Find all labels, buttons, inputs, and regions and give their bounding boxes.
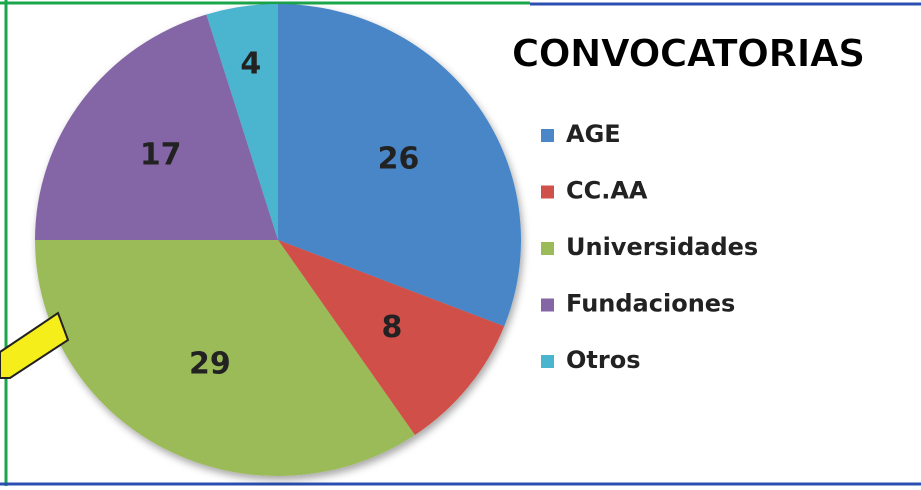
chart-title: CONVOCATORIAS (512, 32, 865, 76)
data-label: 4 (240, 46, 261, 81)
legend-swatch (541, 185, 554, 199)
legend-label: AGE (566, 120, 621, 148)
data-label: 8 (382, 310, 403, 345)
legend-label: Otros (566, 346, 640, 374)
legend-swatch (541, 242, 554, 255)
pie-slice (278, 4, 521, 327)
pie (35, 4, 521, 476)
pie-slice (206, 4, 278, 240)
legend-swatch (541, 298, 554, 312)
data-label: 17 (140, 137, 182, 172)
legend-label: Fundaciones (566, 290, 735, 318)
legend-swatch (541, 355, 554, 368)
pie-slice (35, 14, 278, 240)
legend-swatch (541, 129, 554, 142)
data-label: 29 (189, 347, 231, 382)
legend-label: Universidades (566, 233, 758, 261)
data-label: 26 (378, 142, 420, 177)
labels: 26 8 29 17 4 (140, 46, 420, 381)
arrow (0, 311, 70, 379)
pie-slice (35, 240, 415, 476)
legend-label: CC.AA (566, 177, 648, 205)
pie-slice (278, 240, 505, 435)
